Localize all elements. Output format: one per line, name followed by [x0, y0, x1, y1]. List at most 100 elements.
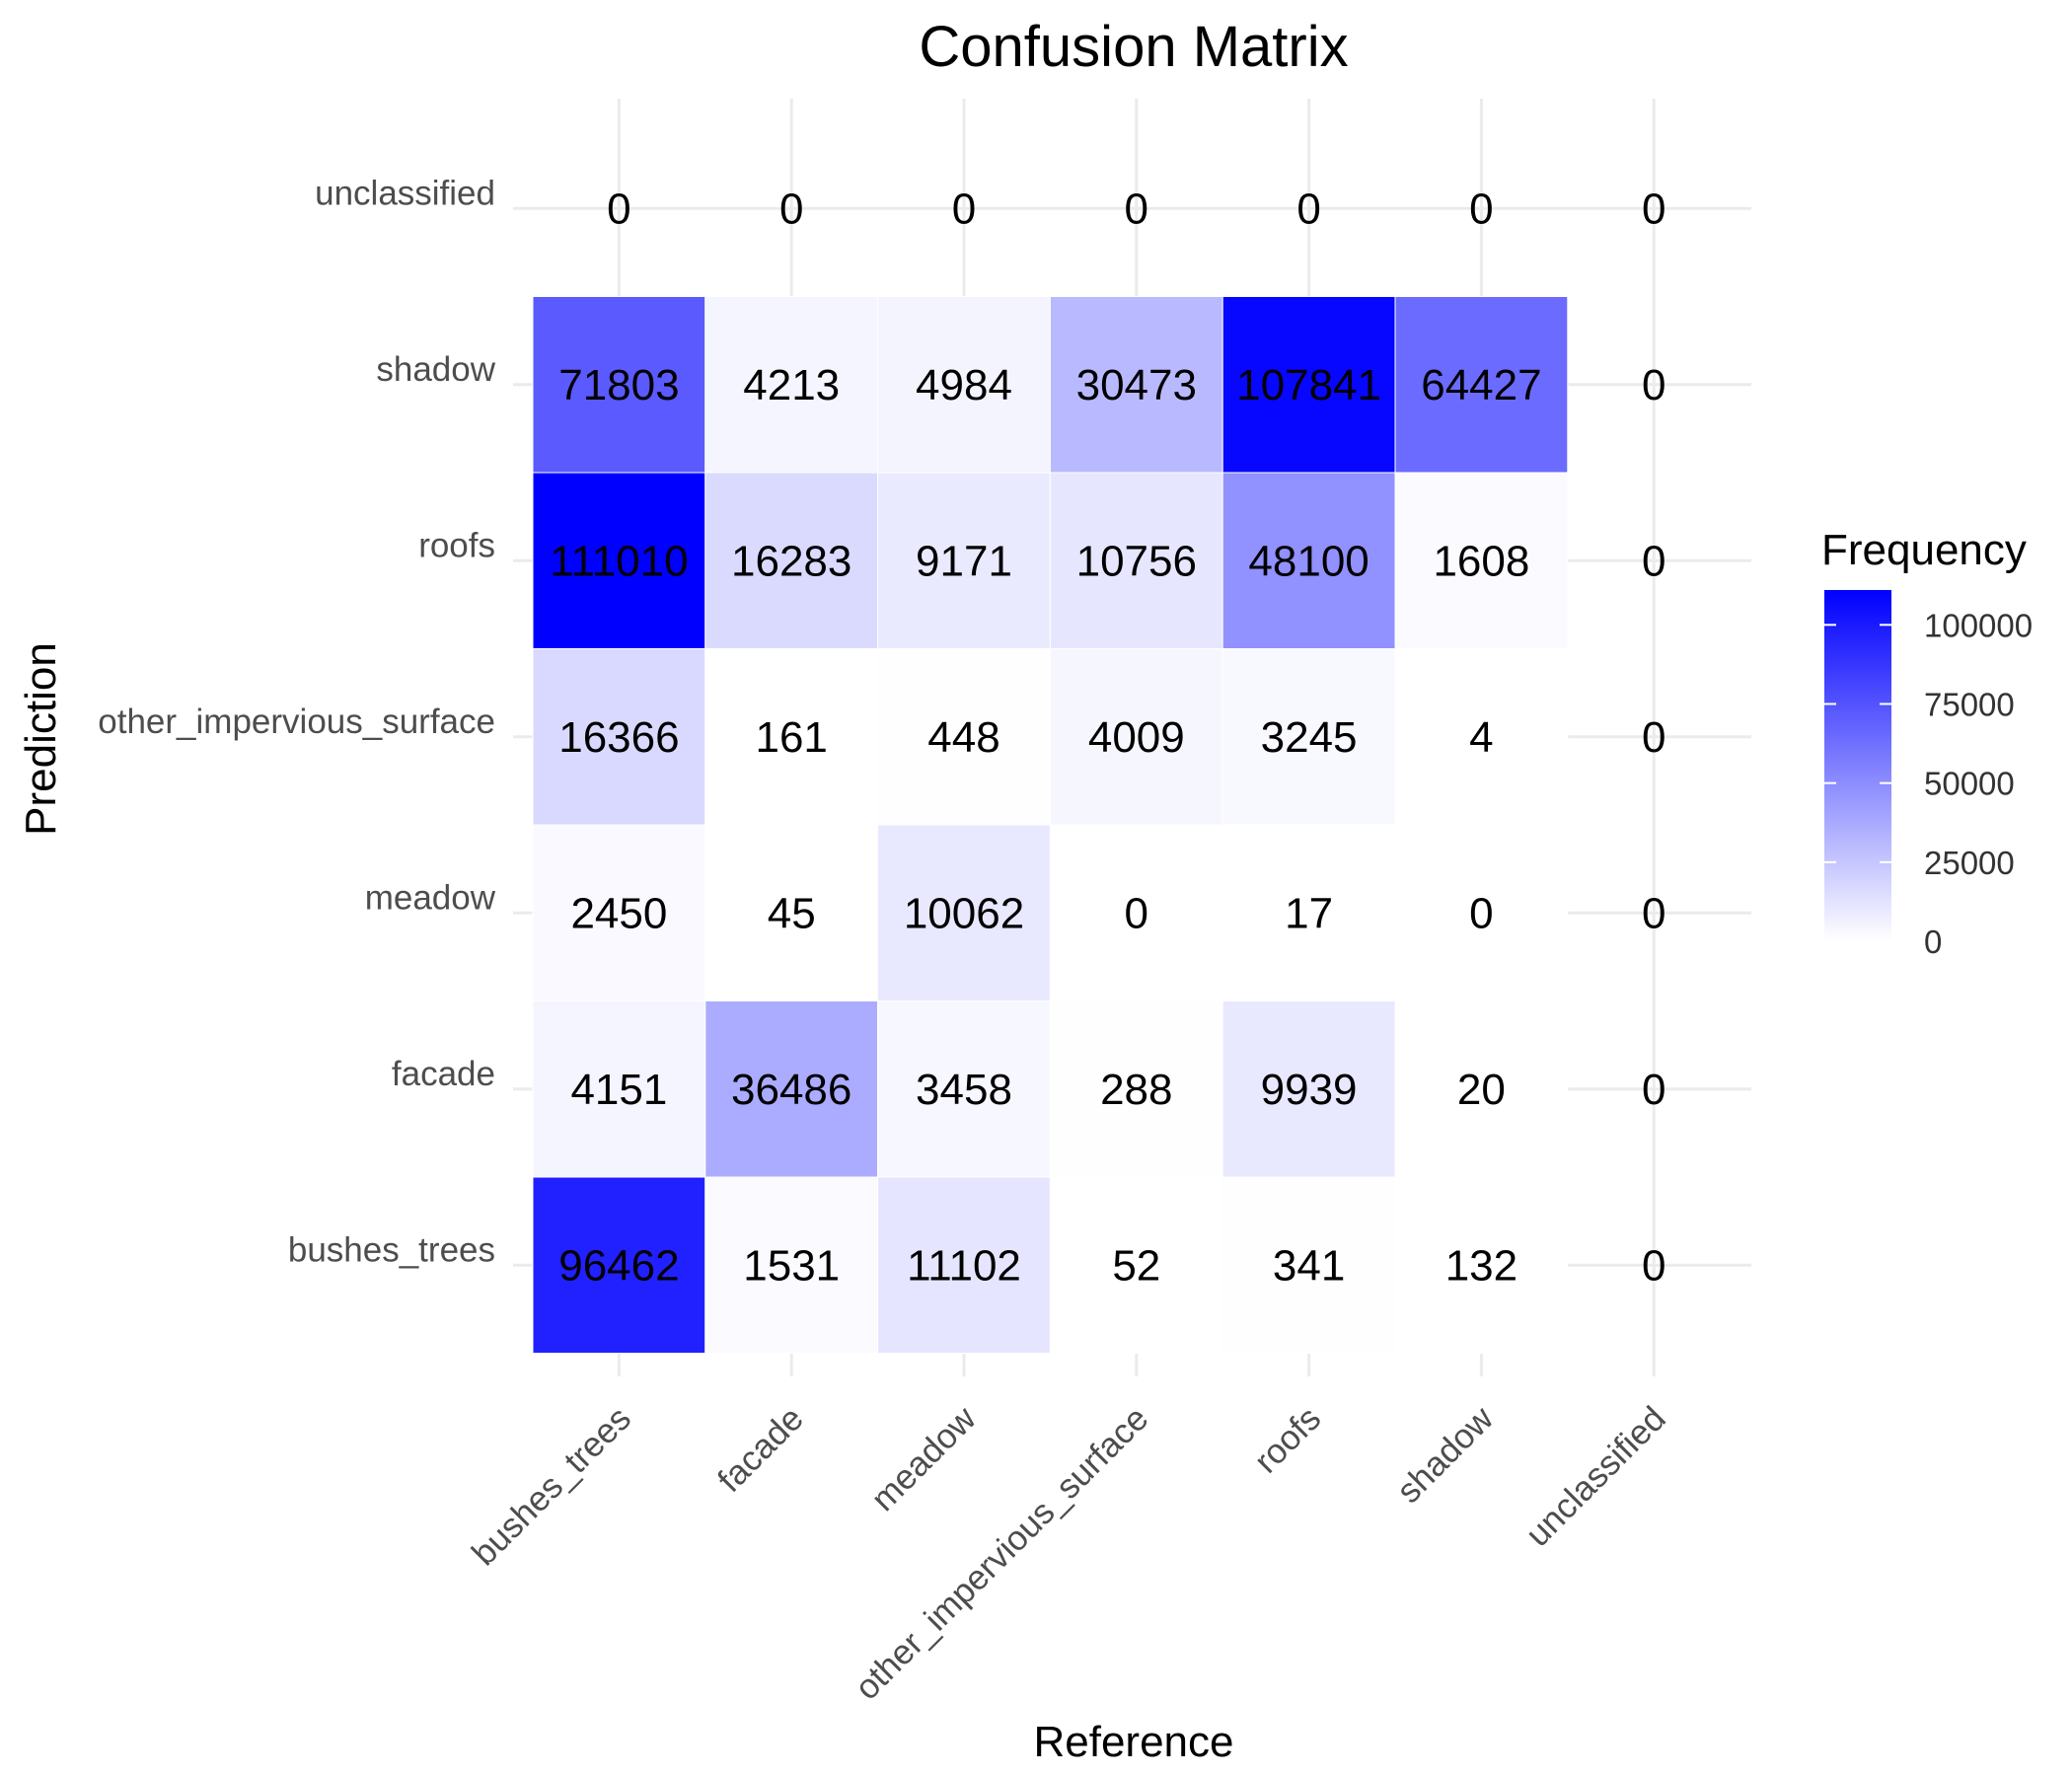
cell-value-label: 17 — [1285, 889, 1333, 937]
cell-value-label: 52 — [1112, 1241, 1160, 1290]
legend-tick-label: 0 — [1924, 924, 1942, 960]
legend-tick-label: 25000 — [1924, 845, 2015, 881]
heatmap-cell — [1049, 648, 1223, 826]
x-tick-label: other_impervious_surface — [848, 1399, 1155, 1707]
x-tick-label: shadow — [1389, 1399, 1501, 1511]
cell-value-label: 107841 — [1236, 361, 1381, 409]
cell-value-label: 132 — [1445, 1241, 1517, 1290]
cell-value-label: 1608 — [1433, 537, 1529, 585]
cell-value-label: 161 — [755, 713, 827, 762]
legend-title: Frequency — [1821, 526, 2027, 574]
heatmap-cell — [877, 1000, 1051, 1178]
cell-value-label: 9171 — [916, 537, 1012, 585]
cell-value-label: 0 — [1642, 537, 1665, 585]
cell-value-label: 0 — [1642, 185, 1665, 233]
heatmap-cell — [1394, 648, 1569, 826]
cell-value-label: 0 — [607, 185, 630, 233]
cell-value-label: 0 — [952, 185, 976, 233]
x-tick-label: meadow — [864, 1399, 985, 1519]
cell-value-label: 0 — [1469, 185, 1493, 233]
heatmap-cell — [1394, 1000, 1569, 1178]
cell-value-label: 0 — [1642, 1066, 1665, 1114]
y-tick-label: facade — [392, 1055, 495, 1093]
cell-value-labels: 96462 1531 11102 52 341 132 0 4151 36486 3458 288 9… — [550, 185, 1665, 1290]
y-tick-label: other_impervious_surface — [98, 703, 495, 741]
heatmap-cell — [877, 1176, 1051, 1354]
cell-value-label: 341 — [1273, 1241, 1345, 1290]
cell-value-label: 10062 — [904, 889, 1024, 937]
cell-value-label: 71803 — [558, 361, 679, 409]
heatmap-cell — [532, 296, 706, 474]
heatmap-cell — [532, 1176, 706, 1354]
heatmap-cell — [1049, 296, 1223, 474]
y-axis-ticks: bushes_trees facade meadow other_impervious… — [98, 174, 495, 1269]
heatmap-cell — [532, 472, 706, 649]
cell-value-label: 30473 — [1076, 361, 1197, 409]
x-tick-label: unclassified — [1518, 1399, 1673, 1554]
cell-value-label: 4151 — [570, 1066, 667, 1114]
legend-ticks: 0 25000 50000 75000 100000 — [1824, 607, 2033, 960]
heatmap-cell — [877, 648, 1051, 826]
heatmap-cell — [704, 648, 879, 826]
heatmap-cell — [1394, 824, 1569, 1001]
cell-value-label: 2450 — [570, 889, 667, 937]
cell-value-label: 0 — [1642, 1241, 1665, 1290]
cell-value-label: 288 — [1100, 1066, 1172, 1114]
x-tick-label: roofs — [1247, 1399, 1329, 1481]
y-tick-label: unclassified — [315, 174, 495, 212]
heatmap-cells — [532, 296, 1569, 1354]
legend: Frequency 0 25000 50000 75000 100000 — [1821, 526, 2033, 960]
heatmap-cell — [532, 1000, 706, 1178]
heatmap-cell — [532, 648, 706, 826]
heatmap-cell — [1394, 296, 1569, 474]
cell-value-label: 20 — [1457, 1066, 1506, 1114]
heatmap-cell — [532, 824, 706, 1001]
heatmap-cell — [1049, 824, 1223, 1001]
cell-value-label: 4009 — [1088, 713, 1185, 762]
heatmap-cell — [704, 296, 879, 474]
cell-value-label: 11102 — [907, 1241, 1021, 1290]
legend-tick-label: 75000 — [1924, 686, 2015, 722]
cell-value-label: 16283 — [731, 537, 851, 585]
heatmap-cell — [1221, 824, 1396, 1001]
heatmap-cell — [704, 472, 879, 649]
heatmap-cell — [704, 1000, 879, 1178]
x-tick-label: facade — [710, 1399, 811, 1500]
heatmap-cell — [1221, 1176, 1396, 1354]
chart-title: Confusion Matrix — [919, 15, 1348, 79]
heatmap-cell — [1221, 1000, 1396, 1178]
cell-value-label: 0 — [1125, 889, 1148, 937]
cell-value-label: 0 — [1469, 889, 1493, 937]
cell-value-label: 16366 — [558, 713, 679, 762]
heatmap-cell — [1049, 472, 1223, 649]
cell-value-label: 36486 — [731, 1066, 851, 1114]
y-tick-label: meadow — [365, 878, 496, 917]
cell-value-label: 448 — [927, 713, 999, 762]
x-axis-title: Reference — [1033, 1718, 1233, 1766]
cell-value-label: 0 — [1642, 361, 1665, 409]
cell-value-label: 9939 — [1261, 1066, 1358, 1114]
cell-value-label: 10756 — [1076, 537, 1197, 585]
cell-value-label: 45 — [768, 889, 816, 937]
cell-value-label: 1531 — [743, 1241, 840, 1290]
y-tick-label: bushes_trees — [288, 1230, 495, 1269]
cell-value-label: 111010 — [550, 537, 688, 585]
heatmap-cell — [1394, 1176, 1569, 1354]
heatmap-cell — [1221, 296, 1396, 474]
cell-value-label: 0 — [1125, 185, 1148, 233]
y-axis-title: Prediction — [17, 642, 65, 836]
x-axis-ticks: bushes_trees facade meadowother_impervious… — [465, 1399, 1673, 1708]
cell-value-label: 3245 — [1261, 713, 1358, 762]
cell-value-label: 0 — [1642, 713, 1665, 762]
cell-value-label: 0 — [779, 185, 803, 233]
heatmap-cell — [1221, 472, 1396, 649]
cell-value-label: 4213 — [743, 361, 840, 409]
cell-value-label: 4 — [1469, 713, 1493, 762]
cell-value-label: 96462 — [558, 1241, 679, 1290]
cell-value-label: 0 — [1642, 889, 1665, 937]
heatmap-cell — [877, 824, 1051, 1001]
heatmap-cell — [877, 472, 1051, 649]
cell-value-label: 4984 — [916, 361, 1012, 409]
cell-value-label: 0 — [1296, 185, 1320, 233]
cell-value-label: 3458 — [916, 1066, 1012, 1114]
